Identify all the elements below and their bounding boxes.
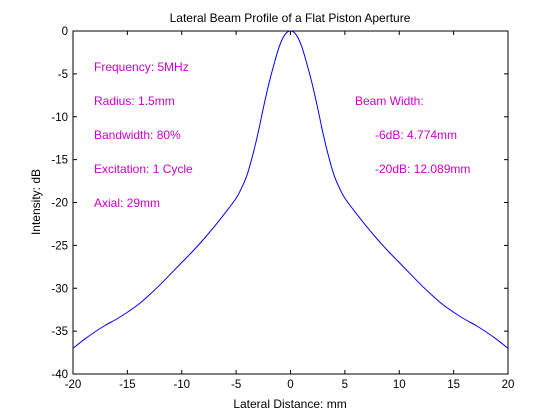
y-tick-label: -10	[51, 112, 68, 124]
annotation-right-2: -20dB: 12.089mm	[375, 162, 470, 176]
chart-title: Lateral Beam Profile of a Flat Piston Ap…	[170, 11, 411, 25]
axis-ticks	[72, 30, 509, 375]
x-tick-label: 10	[393, 379, 406, 391]
annotation-right-1: -6dB: 4.774mm	[375, 128, 457, 142]
x-tick-label: 0	[287, 379, 293, 391]
x-tick-label: -10	[173, 379, 190, 391]
x-tick-label: -5	[231, 379, 241, 391]
annotation-left-4: Axial: 29mm	[94, 196, 160, 210]
y-tick-label: 0	[62, 26, 68, 38]
x-tick-label: -15	[119, 379, 136, 391]
x-tick-label: -20	[65, 379, 82, 391]
annotation-left-0: Frequency: 5MHz	[94, 60, 189, 74]
annotation-left-2: Bandwidth: 80%	[94, 128, 181, 142]
x-axis-title: Lateral Distance: mm	[233, 397, 346, 411]
y-tick-label: -25	[51, 240, 68, 252]
y-tick-label: -35	[51, 326, 68, 338]
annotation-left-3: Excitation: 1 Cycle	[94, 162, 193, 176]
y-tick-label: -40	[51, 369, 68, 381]
y-tick-label: -30	[51, 283, 68, 295]
x-tick-labels: -20 -15 -10 -5 0 5 10 15 20	[65, 379, 515, 391]
annotation-left-1: Radius: 1.5mm	[94, 94, 175, 108]
beam-profile-line	[72, 30, 509, 349]
x-tick-label: 15	[447, 379, 460, 391]
annotations-right: Beam Width: -6dB: 4.774mm -20dB: 12.089mm	[355, 94, 470, 176]
y-tick-label: -20	[51, 198, 68, 210]
y-tick-label: -5	[58, 69, 68, 81]
y-tick-labels: 0 -5 -10 -15 -20 -25 -30 -35 -40	[51, 26, 68, 381]
y-axis-title: Intensity: dB	[29, 169, 43, 235]
plot-area	[72, 30, 509, 375]
annotation-right-0: Beam Width:	[355, 94, 424, 108]
y-tick-label: -15	[51, 155, 68, 167]
x-tick-label: 20	[502, 379, 515, 391]
x-tick-label: 5	[342, 379, 348, 391]
annotations-left: Frequency: 5MHz Radius: 1.5mm Bandwidth: 8…	[94, 60, 193, 210]
